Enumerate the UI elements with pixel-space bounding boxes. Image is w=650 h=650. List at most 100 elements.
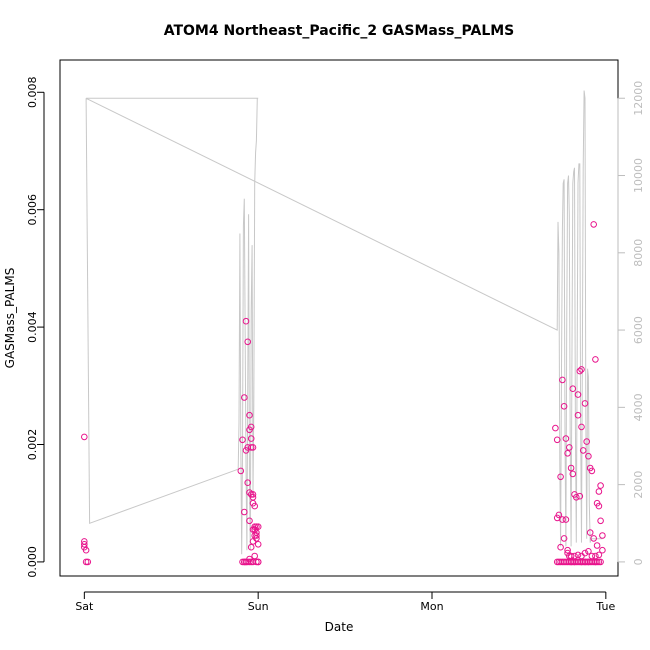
data-point (247, 435, 255, 442)
data-point (578, 366, 585, 373)
data-point (595, 551, 603, 559)
y2-tick-label: 2000 (632, 471, 645, 499)
data-point (585, 548, 592, 555)
points-layer (81, 221, 606, 566)
data-point (590, 535, 598, 542)
data-point (244, 479, 251, 487)
data-point (241, 508, 248, 516)
data-point (253, 558, 260, 566)
data-point (84, 558, 92, 566)
data-point (576, 492, 584, 500)
data-point (557, 558, 564, 566)
data-point (562, 516, 570, 523)
data-point (241, 558, 248, 566)
data-point (251, 552, 258, 560)
data-point (557, 543, 564, 551)
data-point (573, 494, 580, 501)
data-point (574, 551, 582, 559)
y2-tick-label: 0 (632, 558, 645, 565)
data-point (590, 221, 598, 228)
data-point (566, 552, 573, 560)
data-point (560, 558, 568, 566)
y2-tick-label: 6000 (632, 316, 645, 344)
data-point (574, 411, 582, 419)
data-point (247, 423, 255, 431)
data-point (553, 436, 561, 444)
data-point (251, 502, 258, 510)
y-tick-label: 0.002 (26, 429, 39, 461)
data-point (586, 529, 594, 536)
data-point (592, 356, 599, 363)
data-point (588, 467, 596, 475)
data-point (247, 444, 255, 451)
data-point (576, 367, 584, 375)
data-point (574, 558, 582, 566)
data-point (247, 543, 255, 551)
data-point (595, 488, 603, 495)
data-point (249, 538, 257, 545)
data-point (237, 467, 245, 475)
data-point (588, 558, 596, 566)
y2-tick-label: 4000 (632, 393, 645, 421)
data-point (81, 541, 88, 548)
data-point (239, 436, 246, 444)
y-tick-label: 0.000 (26, 546, 39, 578)
data-point (597, 517, 604, 525)
data-point (246, 411, 253, 419)
data-point (246, 517, 253, 525)
y2-tick-label: 8000 (632, 239, 645, 267)
data-point (569, 385, 577, 393)
data-point (571, 558, 578, 566)
data-point (592, 552, 599, 560)
data-point (564, 450, 571, 457)
x-tick-label: Mon (420, 600, 443, 613)
data-point (574, 391, 582, 398)
data-point (564, 546, 571, 554)
data-point (579, 447, 587, 454)
data-point (244, 338, 251, 346)
data-point (592, 558, 599, 566)
data-point (249, 491, 257, 498)
data-point (595, 558, 603, 566)
data-point (583, 438, 591, 445)
data-point (595, 502, 603, 510)
data-point (254, 541, 262, 548)
data-point (560, 403, 568, 410)
data-point (564, 558, 571, 566)
data-point (553, 558, 561, 566)
data-point (81, 433, 88, 441)
data-point (557, 473, 564, 481)
x-tick-label: Sun (248, 600, 269, 613)
altitude-line (85, 90, 603, 555)
x-tick-label: Sat (75, 600, 94, 613)
data-point (242, 317, 250, 325)
data-point (82, 546, 90, 554)
data-point (578, 558, 585, 566)
data-point (569, 470, 577, 478)
data-point (581, 400, 589, 407)
data-point (581, 558, 589, 566)
y-tick-label: 0.004 (26, 311, 39, 343)
x-axis-label: Date (325, 620, 354, 634)
altitude-line-layer (85, 90, 603, 555)
data-point (559, 516, 566, 523)
data-point (244, 444, 251, 451)
data-point (560, 535, 568, 542)
data-point (599, 546, 606, 554)
data-point (581, 549, 589, 557)
x-axis: Sat Sun Mon Tue (75, 591, 615, 613)
data-point (249, 558, 257, 566)
data-point (251, 532, 258, 539)
y2-tick-label: 10000 (632, 158, 645, 193)
data-point (562, 435, 570, 442)
data-point (241, 394, 248, 401)
y-tick-label: 0.006 (26, 194, 39, 226)
data-point (559, 376, 566, 384)
plot-area (59, 59, 619, 577)
data-point (597, 482, 604, 489)
data-point (246, 489, 253, 496)
data-point (567, 558, 575, 566)
x-tick-label: Tue (595, 600, 615, 613)
y-axis: 0.000 0.002 0.004 0.006 0.008 (26, 77, 45, 578)
